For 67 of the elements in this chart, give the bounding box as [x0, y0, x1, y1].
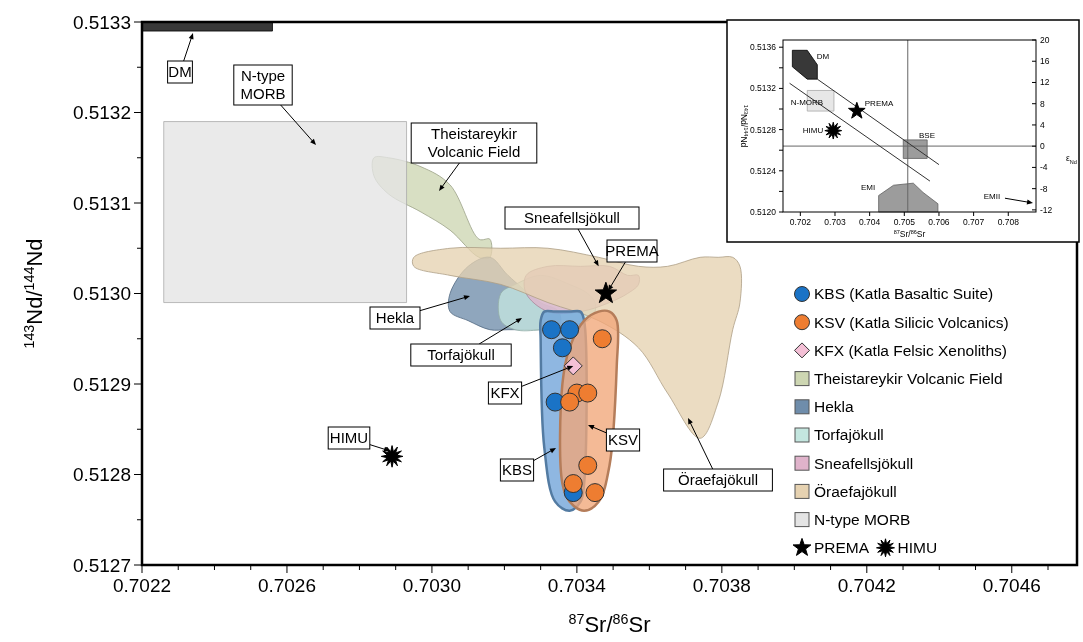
x-tick-label: 0.7038: [692, 575, 751, 596]
annotation: EMII: [983, 191, 1001, 201]
y-tick-label: 0.5132: [750, 83, 777, 94]
y-tick-label: 0.5132: [72, 102, 131, 124]
annotation: PREMA: [864, 98, 894, 108]
annotation: KBS: [501, 461, 533, 479]
annotation: Torfajökull: [427, 346, 495, 364]
y-tick-label: 0.5130: [72, 283, 131, 305]
x-tick-label: 0.708: [997, 216, 1020, 227]
y2-tick-label: 12: [1040, 77, 1050, 88]
y-tick-label: 0.5128: [750, 124, 777, 135]
legend-label: Theistareykir Volcanic Field: [814, 370, 1003, 388]
y2-tick-label: 20: [1040, 34, 1050, 45]
y2-axis-title: ε$_{Nd}$: [1066, 153, 1077, 165]
annotation: Öraefajökull: [677, 471, 759, 489]
y-tick-label: 0.5136: [750, 42, 777, 53]
annotation: EMI: [860, 182, 876, 192]
legend-label: N-type MORB: [814, 511, 911, 529]
legend-label: KFX (Katla Felsic Xenoliths): [814, 341, 1007, 359]
legend-label: KBS (Katla Basaltic Suite): [814, 285, 994, 303]
annotation: Hekla: [375, 309, 415, 327]
annotation: KFX: [490, 384, 520, 402]
y-tick-label: 0.5124: [750, 165, 777, 176]
y2-tick-label: -8: [1040, 183, 1048, 194]
x-tick-label: 0.7022: [112, 575, 172, 596]
legend-label: Torfajökull: [814, 426, 884, 444]
y-tick-label: 0.5133: [72, 11, 131, 33]
annotation: HIMU: [329, 429, 369, 447]
legend-label: HIMU: [897, 539, 938, 557]
annotation: Theistareykir Volcanic Field: [427, 125, 521, 161]
annotation: BSE: [918, 130, 936, 140]
annotation: DM: [816, 51, 830, 61]
annotation: DM: [168, 63, 192, 81]
y2-tick-label: -12: [1040, 204, 1053, 215]
x-tick-label: 0.7026: [257, 575, 317, 596]
legend-label: Sneafellsjökull: [814, 454, 914, 472]
x-tick-label: 0.706: [928, 216, 950, 227]
y-tick-label: 0.5128: [72, 464, 131, 486]
legend-label: KSV (Katla Silicic Volcanics): [814, 313, 1009, 331]
y2-tick-label: 4: [1040, 119, 1045, 130]
y2-tick-label: 0: [1040, 141, 1045, 152]
legend-label: Öraefajökull: [814, 482, 897, 500]
annotation: Sneafellsjökull: [524, 209, 620, 227]
y2-tick-label: -4: [1040, 162, 1048, 173]
x-tick-label: 0.7046: [982, 575, 1041, 596]
x-tick-label: 0.7034: [547, 575, 607, 596]
annotation: KSV: [607, 431, 639, 449]
y2-tick-label: 8: [1040, 98, 1045, 109]
x-tick-label: 0.7030: [402, 575, 461, 596]
x-tick-label: 0.702: [789, 216, 812, 227]
y-tick-label: 0.5120: [750, 206, 777, 217]
x-tick-label: 0.704: [859, 216, 881, 227]
y2-tick-label: 16: [1040, 56, 1050, 67]
annotation: N-type MORB: [240, 67, 286, 103]
y-tick-label: 0.5127: [72, 554, 131, 576]
x-tick-label: 0.707: [962, 216, 985, 227]
x-tick-label: 0.705: [893, 216, 916, 227]
annotation: HIMU: [802, 125, 824, 135]
x-axis-title: $^{87}$Sr/$^{86}$Sr: [893, 228, 926, 239]
legend-label: Hekla: [814, 398, 855, 416]
x-axis-title: $^{87}$Sr/$^{86}$Sr: [568, 611, 651, 637]
x-tick-label: 0.703: [824, 216, 846, 227]
legend-label: PREMA: [814, 539, 870, 557]
x-tick-label: 0.7042: [837, 575, 896, 596]
y-tick-label: 0.5131: [72, 192, 131, 214]
y-tick-label: 0.5129: [72, 373, 131, 395]
annotation: PREMA: [605, 242, 659, 260]
